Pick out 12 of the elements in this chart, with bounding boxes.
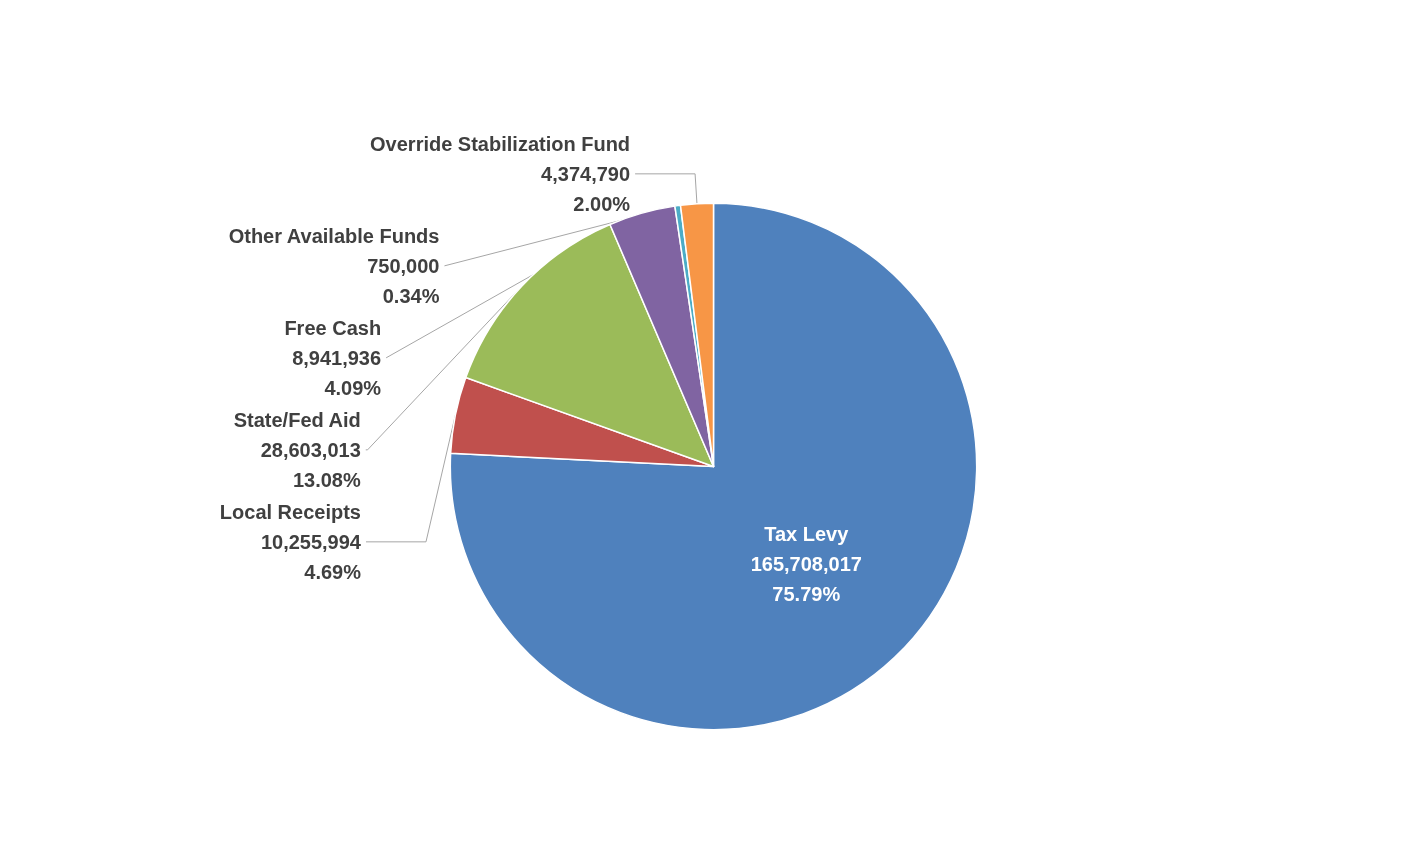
slice-label: Override Stabilization Fund — [370, 132, 631, 155]
slice-label: Local Receipts — [219, 500, 361, 523]
slice-label: Free Cash — [284, 316, 382, 339]
data-label: 8,941,936 4.09% — [292, 346, 382, 399]
data-label: 28,603,013 13.08% — [260, 438, 361, 491]
data-label: 165,708,017 75.79% — [750, 552, 862, 605]
slice-label: Tax Levy — [764, 522, 850, 545]
data-label: 750,000 0.34% — [367, 254, 440, 307]
slice-label: Other Available Funds — [228, 224, 440, 247]
data-label: 10,255,994 4.69% — [260, 530, 362, 583]
slice-label: State/Fed Aid — [233, 408, 361, 431]
data-label: 4,374,790 2.00% — [541, 162, 631, 215]
